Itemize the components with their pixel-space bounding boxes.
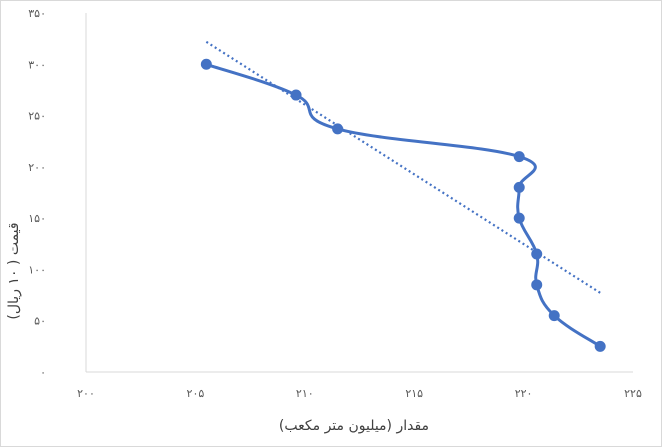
y-tick-label: ۳۵۰ bbox=[28, 7, 46, 20]
x-tick-label: ۲۱۰ bbox=[296, 387, 314, 400]
data-point bbox=[332, 123, 344, 135]
y-tick-label: ۲۰۰ bbox=[28, 161, 46, 174]
x-tick-label: ۲۰۵ bbox=[187, 387, 205, 400]
data-point bbox=[513, 212, 525, 224]
x-tick-label: ۲۲۵ bbox=[624, 387, 642, 400]
y-tick-label: ۰ bbox=[40, 366, 46, 379]
data-point bbox=[531, 279, 543, 291]
series-group bbox=[200, 58, 606, 352]
y-tick-label: ۵۰ bbox=[34, 315, 46, 328]
y-tick-label: ۱۵۰ bbox=[28, 212, 46, 225]
x-tick-label: ۲۲۰ bbox=[515, 387, 533, 400]
data-point bbox=[548, 310, 560, 322]
x-tick-label: ۲۱۵ bbox=[405, 387, 423, 400]
data-point bbox=[513, 151, 525, 163]
y-tick-label: ۳۰۰ bbox=[28, 58, 46, 71]
data-point bbox=[513, 181, 525, 193]
x-axis-title: مقدار (میلیون متر مکعب) bbox=[279, 418, 429, 434]
data-point bbox=[200, 58, 212, 70]
x-tick-label: ۲۰۰ bbox=[77, 387, 95, 400]
series-line bbox=[205, 62, 602, 348]
ticks-group: ۲۰۰ ۲۰۵ ۲۱۰ ۲۱۵ ۲۲۰ ۲۲۵ ۰ ۵۰ ۱۰۰ ۱۵۰ ۲۰۰ ۲۵۰ ۳۰۰ ۳۵۰ bbox=[28, 7, 642, 400]
axes bbox=[85, 13, 633, 373]
data-point bbox=[594, 340, 606, 352]
y-tick-label: ۱۰۰ bbox=[28, 263, 46, 276]
data-point bbox=[531, 248, 543, 260]
y-axis-title: قیمت ( ۱۰ ریال) bbox=[6, 222, 22, 319]
y-tick-label: ۲۵۰ bbox=[28, 110, 46, 123]
data-point bbox=[290, 89, 302, 101]
